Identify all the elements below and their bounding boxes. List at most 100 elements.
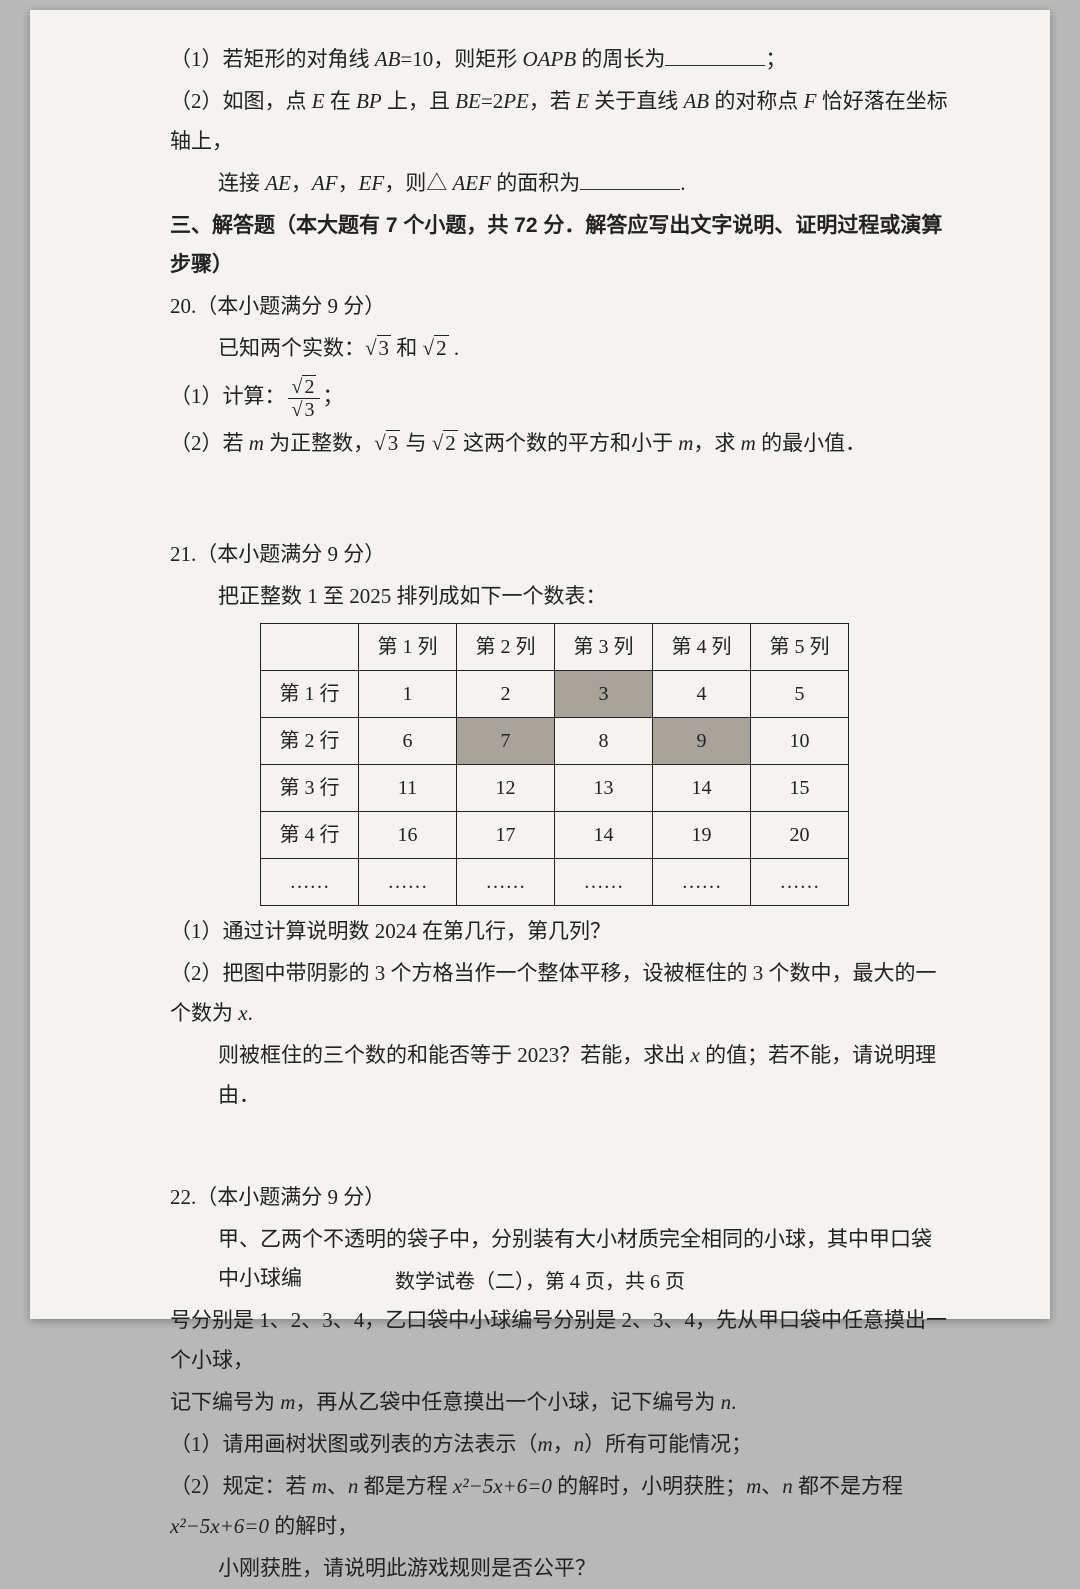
cell: …… <box>653 859 751 906</box>
q21-p2-l1: （2）把图中带阴影的 3 个方格当作一个整体平移，设被框住的 3 个数中，最大的… <box>170 954 950 1034</box>
blank <box>580 169 680 190</box>
text: 的周长为 <box>576 47 665 71</box>
row-header: …… <box>261 859 359 906</box>
var: m <box>538 1432 553 1456</box>
row-header: 第 1 行 <box>261 671 359 718</box>
cell: 8 <box>555 718 653 765</box>
table-row: 第 3 行1112131415 <box>261 765 849 812</box>
text: ，则△ <box>384 171 452 195</box>
var: m <box>249 431 264 455</box>
var: EF <box>359 171 385 195</box>
cell: 13 <box>555 765 653 812</box>
text: 的面积为 <box>491 171 580 195</box>
cell: 5 <box>751 671 849 718</box>
q22-head: 22.（本小题满分 9 分） <box>170 1178 950 1218</box>
cell: …… <box>457 859 555 906</box>
q22-p1: （1）请用画树状图或列表的方法表示（m，n）所有可能情况； <box>170 1425 950 1465</box>
var: AE <box>265 171 291 195</box>
sqrt2: 2 <box>423 329 449 369</box>
text: ； <box>765 47 786 71</box>
cell: 6 <box>359 718 457 765</box>
exam-page: （1）若矩形的对角线 AB=10，则矩形 OAPB 的周长为； （2）如图，点 … <box>30 10 1050 1319</box>
number-table: 第 1 列 第 2 列 第 3 列 第 4 列 第 5 列 第 1 行12345… <box>260 623 849 906</box>
text: . <box>680 171 685 195</box>
th: 第 3 列 <box>555 624 653 671</box>
var: AEF <box>452 171 490 195</box>
var-OAPB: OAPB <box>523 47 577 71</box>
th: 第 4 列 <box>653 624 751 671</box>
text: 在 <box>325 89 357 113</box>
q21-p2-l2: 则被框住的三个数的和能否等于 2023？若能，求出 x 的值；若不能，请说明理由… <box>170 1036 950 1116</box>
sqrt3: 3 <box>374 424 400 464</box>
q21-stem: 把正整数 1 至 2025 排列成如下一个数表： <box>170 577 950 617</box>
text: 的解时， <box>269 1514 358 1538</box>
var: BP <box>356 89 382 113</box>
text: 和 <box>391 336 423 360</box>
var: PE <box>503 89 529 113</box>
q21-head: 21.（本小题满分 9 分） <box>170 535 950 575</box>
q20-head: 20.（本小题满分 9 分） <box>170 287 950 327</box>
q20-stem: 已知两个实数：3 和 2 . <box>170 329 950 369</box>
var: n <box>574 1432 585 1456</box>
table-row: 第 2 行678910 <box>261 718 849 765</box>
blank <box>665 45 765 66</box>
text: ； <box>322 384 343 408</box>
text: 这两个数的平方和小于 <box>458 431 679 455</box>
th: 第 5 列 <box>751 624 849 671</box>
text: （2）若 <box>170 431 249 455</box>
var: n <box>348 1474 359 1498</box>
text: 都是方程 <box>358 1474 453 1498</box>
table-row: 第 1 行12345 <box>261 671 849 718</box>
table-header-row: 第 1 列 第 2 列 第 3 列 第 4 列 第 5 列 <box>261 624 849 671</box>
text: （1）若矩形的对角线 <box>170 47 375 71</box>
prev-q-part2-l2: 连接 AE，AF，EF，则△ AEF 的面积为. <box>170 164 950 204</box>
prev-q-part2-l1: （2）如图，点 E 在 BP 上，且 BE=2PE，若 E 关于直线 AB 的对… <box>170 82 950 162</box>
q20-p1: （1）计算：23； <box>170 371 950 421</box>
table-row: ……………………………… <box>261 859 849 906</box>
var: F <box>804 89 817 113</box>
page-footer: 数学试卷（二），第 4 页，共 6 页 <box>30 1263 1050 1301</box>
text: 连接 <box>218 171 265 195</box>
var: m <box>678 431 693 455</box>
cell: 14 <box>555 812 653 859</box>
cell: 3 <box>555 671 653 718</box>
cell: 20 <box>751 812 849 859</box>
q21-p1: （1）通过计算说明数 2024 在第几行，第几列？ <box>170 912 950 952</box>
var: E <box>576 89 589 113</box>
text: 则被框住的三个数的和能否等于 2023？若能，求出 <box>218 1043 691 1067</box>
cell: 16 <box>359 812 457 859</box>
eq: x²−5x+6=0 <box>170 1514 269 1538</box>
text: 为正整数， <box>264 431 374 455</box>
text: 的最小值． <box>756 431 866 455</box>
cell: 4 <box>653 671 751 718</box>
row-header: 第 3 行 <box>261 765 359 812</box>
var: n <box>721 1390 732 1414</box>
text: 记下编号为 <box>170 1390 280 1414</box>
cell: 11 <box>359 765 457 812</box>
var: AF <box>312 171 338 195</box>
text: . <box>731 1390 736 1414</box>
cell: 15 <box>751 765 849 812</box>
text: 关于直线 <box>589 89 684 113</box>
var: E <box>312 89 325 113</box>
text: （1）计算： <box>170 384 286 408</box>
text: . <box>449 336 460 360</box>
cell: 10 <box>751 718 849 765</box>
prev-q-part1: （1）若矩形的对角线 AB=10，则矩形 OAPB 的周长为； <box>170 40 950 80</box>
row-header: 第 4 行 <box>261 812 359 859</box>
text: 都不是方程 <box>793 1474 903 1498</box>
cell: 1 <box>359 671 457 718</box>
cell: 7 <box>457 718 555 765</box>
var: BE <box>455 89 481 113</box>
var: m <box>746 1474 761 1498</box>
text: （1）请用画树状图或列表的方法表示（ <box>170 1432 538 1456</box>
var: x <box>691 1043 700 1067</box>
var: n <box>782 1474 793 1498</box>
q22-l3: 记下编号为 m，再从乙袋中任意摸出一个小球，记下编号为 n. <box>170 1383 950 1423</box>
q20-p2: （2）若 m 为正整数，3 与 2 这两个数的平方和小于 m，求 m 的最小值． <box>170 424 950 464</box>
var-AB: AB <box>375 47 401 71</box>
text: ）所有可能情况； <box>584 1432 752 1456</box>
cell: 14 <box>653 765 751 812</box>
text: 上，且 <box>382 89 456 113</box>
cell: 9 <box>653 718 751 765</box>
